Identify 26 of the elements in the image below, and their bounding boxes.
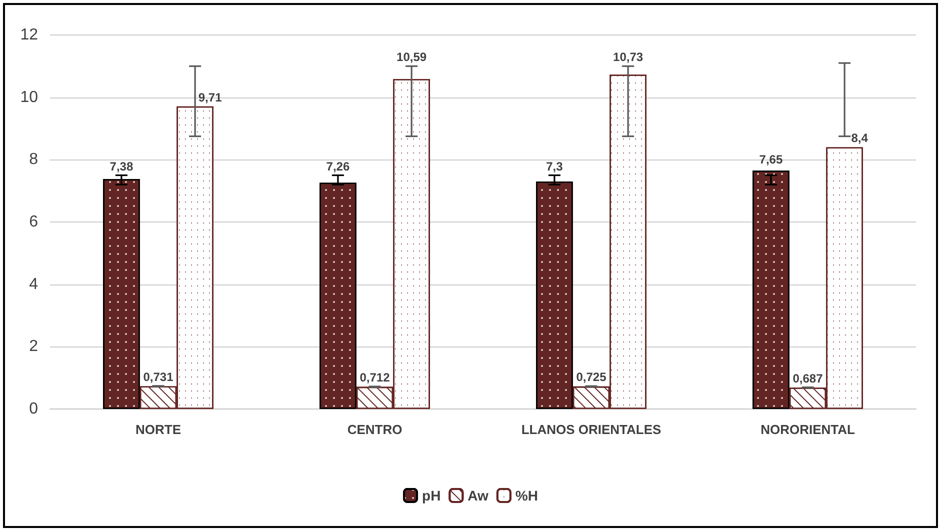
data-label: 0,687 <box>792 371 824 386</box>
y-tick-label: 8 <box>29 151 38 168</box>
data-label: 8,4 <box>851 131 868 146</box>
legend-label: %H <box>515 488 538 504</box>
data-label: 10,73 <box>613 50 644 64</box>
data-label: 9,71 <box>198 90 222 104</box>
data-label: 0,731 <box>143 370 174 384</box>
x-tick-label: LLANOS ORIENTALES <box>521 422 662 437</box>
legend-label: Aw <box>468 488 489 504</box>
data-label: 7,3 <box>546 159 564 174</box>
x-tick-label: NORORIENTAL <box>760 422 855 437</box>
data-label: 7,38 <box>110 159 134 174</box>
data-label: 0,712 <box>360 370 390 384</box>
y-tick-label: 0 <box>29 400 38 418</box>
legend-label: pH <box>422 488 441 504</box>
y-tick-label: 6 <box>29 214 38 230</box>
y-tick-label: 2 <box>29 338 38 356</box>
data-label: 10,59 <box>396 50 427 64</box>
x-tick-label: NORTE <box>136 422 182 437</box>
data-label: 0,725 <box>576 370 607 384</box>
y-tick-label: 12 <box>20 26 38 44</box>
data-label: 7,65 <box>759 152 783 167</box>
y-tick-label: 10 <box>20 88 38 106</box>
data-label: 7,26 <box>326 159 350 174</box>
x-tick-label: CENTRO <box>347 422 402 437</box>
y-tick-label: 4 <box>29 276 38 293</box>
